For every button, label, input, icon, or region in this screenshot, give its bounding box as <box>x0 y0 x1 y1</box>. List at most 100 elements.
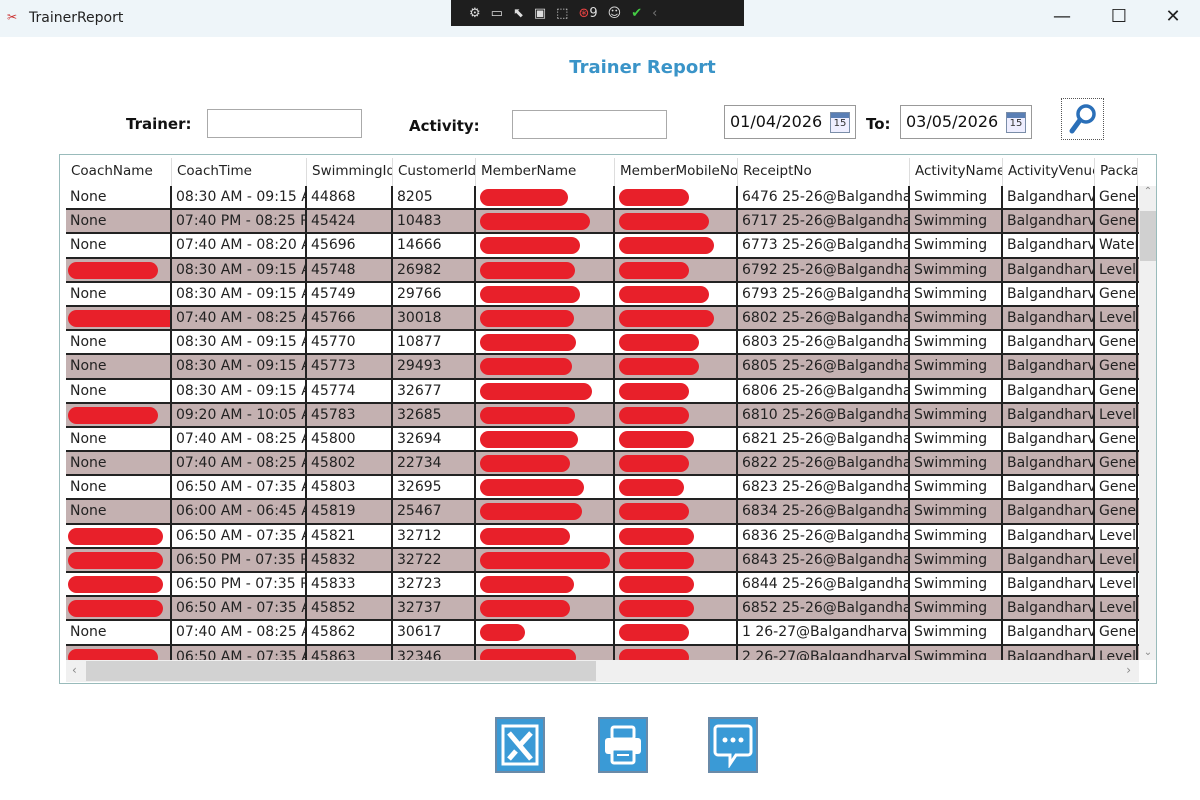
cell-activityname: Swimming <box>910 306 1003 330</box>
minimize-button[interactable]: — <box>1053 6 1071 27</box>
select-element-icon[interactable]: ⬉ <box>512 5 524 21</box>
table-row[interactable]: 06:50 AM - 07:35 AM4582132712 6836 25-26@… <box>66 524 1139 549</box>
binding-failures-icon[interactable]: ⊛9 <box>578 5 598 21</box>
scroll-right-icon[interactable]: › <box>1126 663 1131 677</box>
cell-membermobileno <box>615 403 738 426</box>
horizontal-scroll-thumb[interactable] <box>86 661 596 681</box>
column-header[interactable]: MemberMobileNo <box>615 158 738 186</box>
scroll-up-icon[interactable]: ⌃ <box>1143 186 1153 197</box>
accessibility-icon[interactable]: ☺ <box>607 5 622 21</box>
redaction-mark <box>480 430 578 448</box>
column-header[interactable]: Packa <box>1095 158 1138 186</box>
cell-coachname: None <box>66 427 172 451</box>
redaction-mark <box>619 503 689 521</box>
cell-membermobileno <box>615 234 738 257</box>
cell-swimmingid: 45852 <box>307 597 393 620</box>
cell-swimmingid: 45833 <box>307 573 393 596</box>
column-header[interactable]: ActivityName <box>910 158 1003 186</box>
cell-activityname: Swimming <box>910 524 1003 547</box>
cell-coachname <box>66 258 172 281</box>
horizontal-scrollbar[interactable]: ‹ › <box>66 660 1139 682</box>
cell-membermobileno <box>615 476 738 499</box>
cell-packa: Level 1 <box>1095 573 1138 596</box>
cell-coachtime: 07:40 AM - 08:20 AM <box>172 234 307 257</box>
cell-activityvenue: Balgandharva <box>1003 403 1095 426</box>
cell-coachtime: 06:50 AM - 07:35 AM <box>172 645 307 660</box>
scroll-down-icon[interactable]: ⌄ <box>1143 647 1153 658</box>
cell-coachname <box>66 403 172 426</box>
table-row[interactable]: 07:40 AM - 08:25 AM4576630018 6802 25-26@… <box>66 306 1139 332</box>
vertical-scroll-thumb[interactable] <box>1140 211 1156 261</box>
cell-coachname: None <box>66 621 172 644</box>
column-header[interactable]: ActivityVenue <box>1003 158 1095 186</box>
table-row[interactable]: 09:20 AM - 10:05 AM4578332685 6810 25-26@… <box>66 403 1139 428</box>
table-row[interactable]: 08:30 AM - 09:15 AM4574826982 6792 25-26@… <box>66 258 1139 283</box>
trainer-input[interactable] <box>207 109 362 138</box>
redaction-mark <box>480 358 572 376</box>
cell-packa: Level 1 <box>1095 258 1138 281</box>
cell-receiptno: 6843 25-26@Balgandharva <box>738 548 910 571</box>
cell-swimmingid: 45770 <box>307 331 393 354</box>
print-button[interactable] <box>598 717 648 773</box>
cell-packa: Gener <box>1095 452 1138 475</box>
cell-swimmingid: 45424 <box>307 210 393 233</box>
column-header[interactable]: CoachTime <box>172 158 307 186</box>
table-row[interactable]: None 07:40 PM - 08:25 PM 45424 10483 6717 25… <box>66 210 1139 235</box>
app-logo-icon: ✂ <box>7 10 18 24</box>
cell-membermobileno <box>615 597 738 620</box>
vertical-scrollbar[interactable]: ⌃ ⌄ <box>1139 186 1156 660</box>
calendar-icon[interactable]: 15 <box>1006 112 1026 133</box>
layout-adorner-icon[interactable]: ▣ <box>533 5 547 21</box>
from-date-picker[interactable]: 01/04/2026 15 <box>724 105 856 139</box>
search-button[interactable] <box>1061 98 1104 140</box>
check-ok-icon[interactable]: ✔ <box>631 5 643 21</box>
to-date-picker[interactable]: 03/05/2026 15 <box>900 105 1032 139</box>
column-header[interactable]: MemberName <box>476 158 615 186</box>
calendar-icon[interactable]: 15 <box>830 112 850 133</box>
column-header[interactable]: ReceiptNo <box>738 158 910 186</box>
column-header[interactable]: CustomerId <box>393 158 476 186</box>
table-row[interactable]: 06:50 PM - 07:35 PM 45832 32722 6843 25-26@… <box>66 548 1139 573</box>
cell-membername <box>476 379 615 402</box>
cell-activityname: Swimming <box>910 282 1003 305</box>
scroll-left-icon[interactable]: ‹ <box>72 663 77 677</box>
cell-coachname: None <box>66 452 172 475</box>
cell-activityvenue: Balgandharva <box>1003 306 1095 330</box>
cell-membername <box>476 427 615 451</box>
cell-customerid: 32723 <box>393 573 476 596</box>
live-tree-icon[interactable]: ⚙ <box>469 5 481 21</box>
cell-receiptno: 6844 25-26@Balgandharva <box>738 573 910 596</box>
collapse-icon[interactable]: ‹ <box>652 5 658 21</box>
trainer-report-grid[interactable]: CoachName CoachTime SwimmingId CustomerId Me… <box>59 154 1157 684</box>
redaction-mark <box>619 576 694 593</box>
message-button[interactable] <box>708 717 758 773</box>
record-icon[interactable]: ▭ <box>490 5 503 21</box>
cell-packa: Gener <box>1095 331 1138 354</box>
track-focus-icon[interactable]: ⬚ <box>556 5 569 21</box>
cell-swimmingid: 45773 <box>307 355 393 378</box>
activity-input[interactable] <box>512 110 667 139</box>
cell-activityname: Swimming <box>910 186 1003 209</box>
cell-membermobileno <box>615 524 738 547</box>
column-header[interactable]: SwimmingId <box>307 158 393 186</box>
column-header[interactable]: CoachName <box>66 158 172 186</box>
close-button[interactable]: ✕ <box>1165 6 1181 27</box>
table-row[interactable]: 06:50 AM - 07:35 AM4586332346 2 26-27@Bal… <box>66 645 1139 660</box>
cell-customerid: 29766 <box>393 282 476 305</box>
maximize-button[interactable]: ☐ <box>1110 6 1128 27</box>
export-excel-button[interactable] <box>495 717 545 773</box>
table-row[interactable]: 06:50 PM - 07:35 PM 45833 32723 6844 25-26@… <box>66 573 1139 598</box>
table-row[interactable]: 06:50 AM - 07:35 AM4585232737 6852 25-26@… <box>66 597 1139 622</box>
cell-membermobileno <box>615 427 738 451</box>
